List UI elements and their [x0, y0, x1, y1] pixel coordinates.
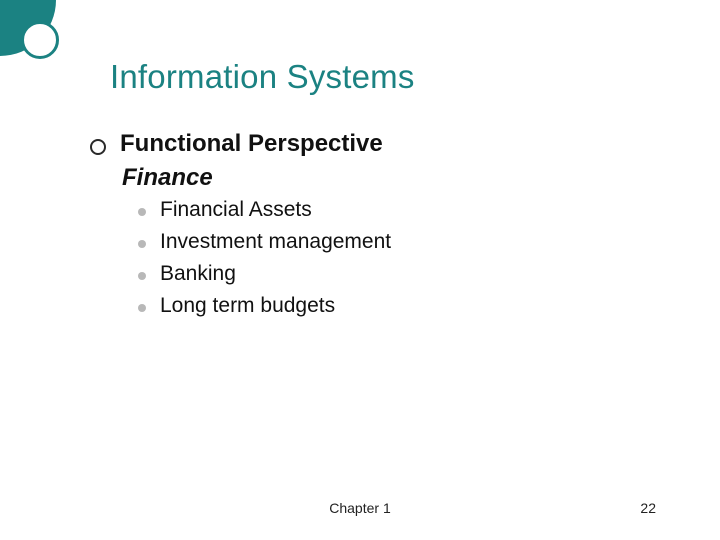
corner-decoration: [0, 0, 56, 56]
corner-big-circle: [0, 0, 56, 56]
list-item-text: Financial Assets: [160, 198, 312, 222]
disc-bullet-icon: [138, 304, 146, 312]
level1-item: Functional Perspective: [90, 130, 660, 158]
disc-bullet-icon: [138, 208, 146, 216]
slide-title: Information Systems: [110, 58, 415, 96]
footer-chapter: Chapter 1: [0, 500, 720, 516]
list-item: Financial Assets: [138, 198, 660, 222]
list-item: Long term budgets: [138, 294, 660, 318]
level2-text: Finance: [122, 164, 660, 192]
slide-content: Functional Perspective Finance Financial…: [90, 130, 660, 326]
corner-small-circle-outline: [21, 21, 59, 59]
list-item-text: Banking: [160, 262, 236, 286]
level3-list: Financial Assets Investment management B…: [138, 198, 660, 318]
list-item-text: Investment management: [160, 230, 391, 254]
list-item: Investment management: [138, 230, 660, 254]
disc-bullet-icon: [138, 240, 146, 248]
disc-bullet-icon: [138, 272, 146, 280]
list-item-text: Long term budgets: [160, 294, 335, 318]
circle-outline-bullet-icon: [90, 139, 106, 155]
list-item: Banking: [138, 262, 660, 286]
level1-text: Functional Perspective: [120, 130, 383, 158]
footer-page-number: 22: [640, 500, 656, 516]
